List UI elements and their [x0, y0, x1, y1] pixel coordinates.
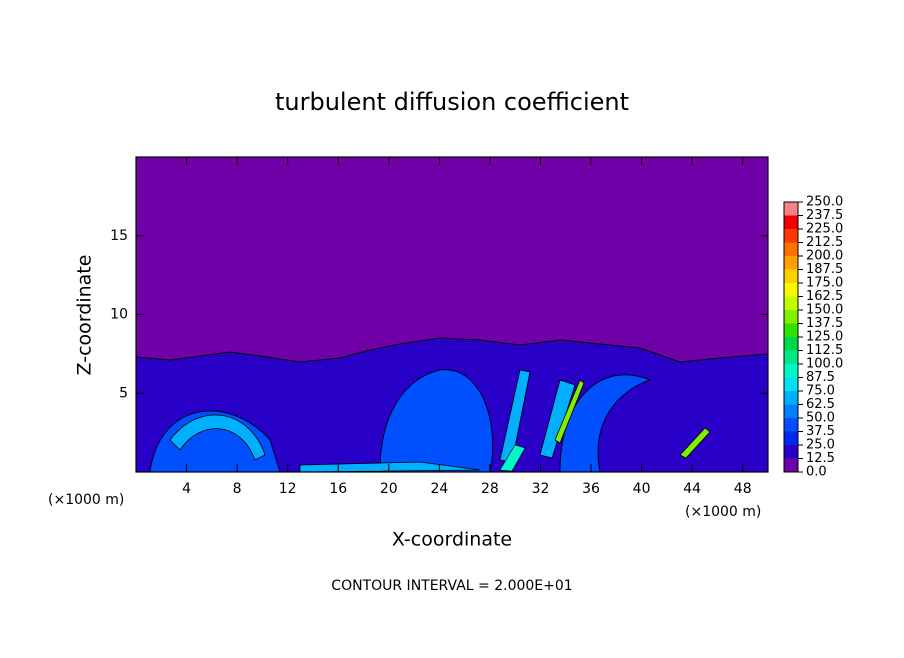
x-tick-label: 48 [734, 481, 752, 497]
x-tick-label: 8 [233, 481, 242, 497]
footer-note: CONTOUR INTERVAL = 2.000E+01 [331, 578, 572, 594]
colorbar-label: 112.5 [806, 343, 843, 358]
colorbar-segment [784, 364, 798, 378]
colorbar-segment [784, 229, 798, 243]
x-unit-label: (×1000 m) [48, 492, 124, 508]
colorbar-label: 125.0 [806, 330, 843, 345]
y-axis-label: Z-coordinate [74, 255, 96, 376]
colorbar-segment [784, 391, 798, 405]
colorbar-label: 212.5 [806, 235, 843, 250]
colorbar-segment [784, 296, 798, 310]
x-tick-label: 28 [481, 481, 499, 497]
y-tick-label: 10 [110, 307, 128, 323]
colorbar-segment [784, 418, 798, 432]
x-axis-label: X-coordinate [392, 529, 512, 551]
colorbar-segment [784, 377, 798, 391]
colorbar-segment [784, 458, 798, 472]
colorbar-label: 200.0 [806, 249, 843, 264]
colorbar-segment [784, 404, 798, 418]
colorbar-segment [784, 215, 798, 229]
x-tick-label: 4 [182, 481, 191, 497]
x-unit-label: (×1000 m) [685, 504, 761, 520]
colorbar-segment [784, 242, 798, 256]
colorbar-label: 62.5 [806, 397, 835, 412]
colorbar-label: 100.0 [806, 357, 843, 372]
x-tick-label: 12 [279, 481, 297, 497]
colorbar-label: 87.5 [806, 370, 835, 385]
colorbar-label: 75.0 [806, 384, 835, 399]
colorbar-label: 37.5 [806, 424, 835, 439]
x-tick-label: 32 [532, 481, 550, 497]
colorbar-segment [784, 337, 798, 351]
field [136, 157, 768, 472]
colorbar-segment [784, 283, 798, 297]
x-tick-label: 16 [329, 481, 347, 497]
colorbar-label: 150.0 [806, 303, 843, 318]
y-tick-label: 15 [110, 228, 128, 244]
x-tick-label: 20 [380, 481, 398, 497]
colorbar-segment [784, 323, 798, 337]
x-tick-label: 36 [582, 481, 600, 497]
colorbar-label: 187.5 [806, 262, 843, 277]
colorbar-label: 0.0 [806, 465, 827, 480]
x-tick-label: 40 [633, 481, 651, 497]
colorbar-label: 175.0 [806, 276, 843, 291]
x-tick-label: 24 [430, 481, 448, 497]
colorbar-label: 12.5 [806, 451, 835, 466]
colorbar-label: 162.5 [806, 289, 843, 304]
colorbar-segment [784, 202, 798, 216]
colorbar-label: 250.0 [806, 195, 843, 210]
colorbar-label: 225.0 [806, 222, 843, 237]
chart-title: turbulent diffusion coefficient [275, 88, 629, 116]
x-tick-label: 44 [683, 481, 701, 497]
colorbar-label: 237.5 [806, 208, 843, 223]
colorbar-segment [784, 445, 798, 459]
y-tick-label: 5 [119, 385, 128, 401]
colorbar-label: 25.0 [806, 438, 835, 453]
colorbar-label: 137.5 [806, 316, 843, 331]
colorbar-segment [784, 269, 798, 283]
colorbar-segment [784, 256, 798, 270]
colorbar-segment [784, 350, 798, 364]
colorbar-segment [784, 310, 798, 324]
colorbar-label: 50.0 [806, 411, 835, 426]
colorbar-segment [784, 431, 798, 445]
